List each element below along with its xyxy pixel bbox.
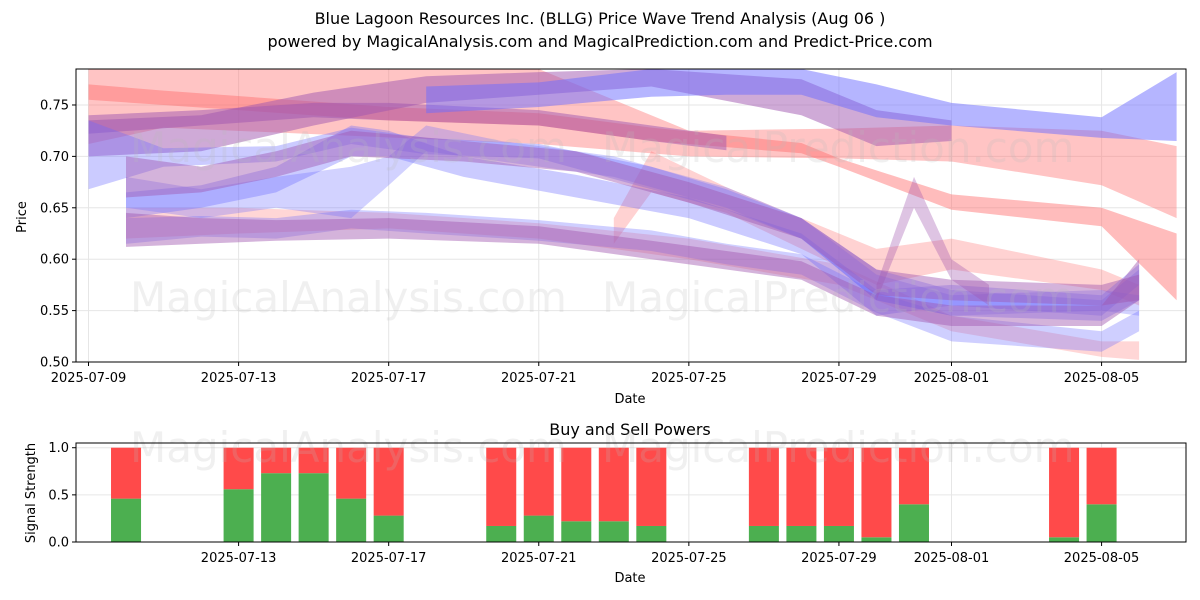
buy-bar: [598, 521, 629, 542]
signal-x-tick-label: 2025-07-29: [801, 551, 877, 566]
buy-bar: [1049, 537, 1080, 542]
signal-x-axis-label: Date: [614, 571, 645, 586]
sell-bar: [486, 447, 517, 526]
sell-bar: [523, 447, 554, 516]
buy-bar: [298, 473, 329, 542]
buy-bar: [523, 515, 554, 542]
sell-bar: [1049, 447, 1080, 538]
signal-x-tick-label: 2025-08-05: [1064, 551, 1140, 566]
price-x-tick-label: 2025-07-13: [201, 371, 277, 386]
sell-bar: [748, 447, 779, 526]
watermark-prediction-bottom: MagicalPrediction.com: [602, 423, 1075, 472]
signal-x-tick-label: 2025-07-13: [201, 551, 277, 566]
signal-x-tick-label: 2025-07-21: [501, 551, 577, 566]
buy-bar: [898, 504, 929, 542]
wave-purple-3: [126, 212, 1140, 326]
price-plot-frame: [75, 68, 1187, 363]
signal-y-tick-label: 0.0: [48, 536, 69, 551]
wave-red-3: [126, 207, 1140, 360]
price-x-tick-label: 2025-07-21: [501, 371, 577, 386]
price-x-tick-label: 2025-07-25: [651, 371, 727, 386]
price-axis-ticks: 2025-07-09 2025-07-13 2025-07-17 2025-07-21…: [40, 98, 1139, 386]
price-x-tick-label: 2025-07-09: [51, 371, 127, 386]
sell-bar: [861, 447, 892, 538]
sell-bar: [1086, 447, 1117, 505]
price-wave-bands: [88, 69, 1177, 360]
wave-blue-3: [126, 125, 1140, 316]
sell-bar: [298, 447, 329, 474]
price-y-tick-label: 0.75: [40, 98, 69, 113]
sell-bar: [598, 447, 629, 522]
price-y-tick-label: 0.70: [40, 150, 69, 165]
wave-purple-spike: [876, 176, 989, 306]
wave-blue-5: [126, 125, 1140, 316]
price-y-axis-label: Price: [15, 201, 30, 233]
price-x-axis-label: Date: [614, 392, 645, 407]
sell-bar: [898, 447, 929, 505]
buy-bar: [261, 473, 292, 542]
price-y-tick-label: 0.65: [40, 201, 69, 216]
chart-title-line-2: powered by MagicalAnalysis.com and Magic…: [267, 32, 933, 51]
sell-bar: [561, 447, 592, 522]
signal-chart-title: Buy and Sell Powers: [549, 420, 711, 439]
price-x-tick-label: 2025-08-05: [1064, 371, 1140, 386]
buy-bar: [748, 525, 779, 542]
signal-y-tick-label: 0.5: [48, 488, 69, 503]
buy-bar: [336, 498, 367, 542]
wave-blue-1: [426, 69, 1177, 141]
signal-x-tick-label: 2025-08-01: [914, 551, 990, 566]
price-x-tick-label: 2025-07-17: [351, 371, 427, 386]
watermark-analysis-mid: MagicalAnalysis.com: [130, 273, 567, 322]
buy-bar: [1086, 504, 1117, 542]
buy-bar: [486, 525, 517, 542]
sell-bar: [636, 447, 667, 526]
buy-bar: [223, 489, 254, 542]
sell-bar: [823, 447, 854, 526]
buy-bar: [861, 537, 892, 542]
sell-bar: [786, 447, 817, 526]
watermark-analysis-bottom: MagicalAnalysis.com: [130, 423, 567, 472]
wave-purple-4: [126, 130, 1140, 306]
signal-y-tick-label: 1.0: [48, 441, 69, 456]
buy-bar: [111, 498, 142, 542]
sell-bar: [261, 447, 292, 474]
signal-y-axis-label: Signal Strength: [24, 443, 39, 543]
signal-x-tick-label: 2025-07-17: [351, 551, 427, 566]
buy-bar: [636, 525, 667, 542]
buy-bar: [786, 525, 817, 542]
buy-bar: [823, 525, 854, 542]
signal-bars: [111, 447, 1117, 542]
wave-blue-4: [126, 209, 1140, 352]
price-x-tick-label: 2025-07-29: [801, 371, 877, 386]
price-y-tick-label: 0.50: [40, 356, 69, 371]
signal-plot-frame: [75, 442, 1187, 543]
chart-title-line-1: Blue Lagoon Resources Inc. (BLLG) Price …: [314, 9, 886, 28]
wave-red-4: [613, 151, 1140, 306]
buy-bar: [561, 521, 592, 542]
watermark-prediction-top: MagicalPrediction.com: [602, 123, 1075, 172]
sell-bar: [373, 447, 404, 516]
wave-blue-2: [88, 120, 1140, 321]
buy-bar: [373, 515, 404, 542]
sell-bar: [223, 447, 254, 490]
signal-axis-ticks: 2025-07-13 2025-07-17 2025-07-21 2025-07-25…: [48, 441, 1139, 566]
watermark-prediction-mid: MagicalPrediction.com: [602, 273, 1075, 322]
watermark-analysis-top: MagicalAnalysis.com: [130, 123, 567, 172]
price-y-tick-label: 0.60: [40, 253, 69, 268]
sell-bar: [336, 447, 367, 499]
signal-x-tick-label: 2025-07-25: [651, 551, 727, 566]
sell-bar: [111, 447, 142, 499]
price-x-tick-label: 2025-08-01: [914, 371, 990, 386]
price-y-tick-label: 0.55: [40, 304, 69, 319]
